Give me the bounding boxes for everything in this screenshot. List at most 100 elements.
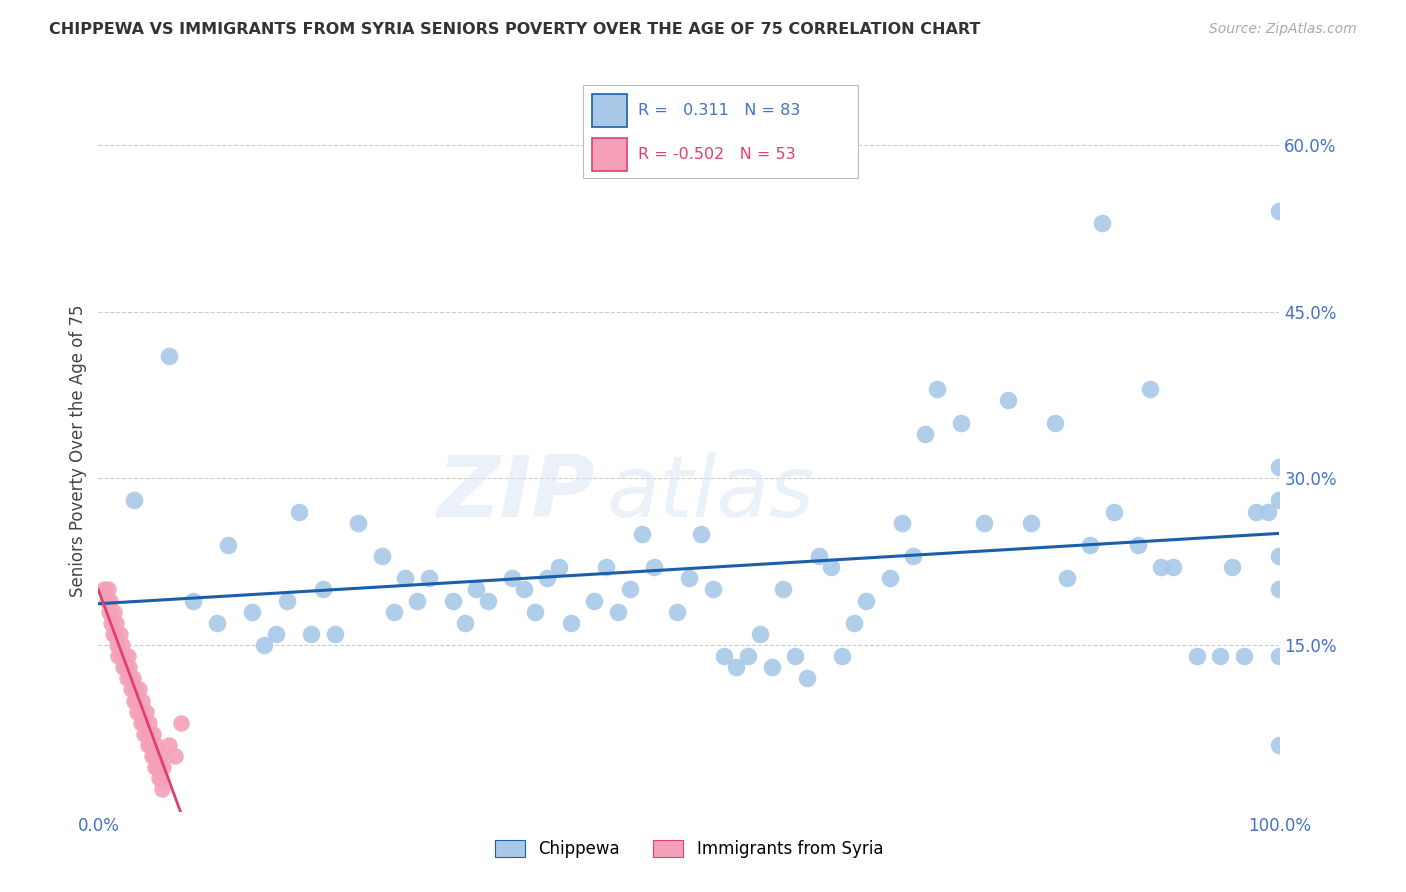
Text: Source: ZipAtlas.com: Source: ZipAtlas.com [1209, 22, 1357, 37]
Point [406, 593, 429, 607]
Point [1268, 582, 1291, 597]
Point [997, 393, 1019, 408]
Point [371, 549, 394, 563]
Point [112, 660, 135, 674]
Point [104, 627, 127, 641]
Point [512, 582, 534, 597]
Point [1102, 505, 1125, 519]
Point [702, 582, 724, 597]
Point [121, 682, 143, 697]
Point [903, 549, 925, 563]
Point [418, 571, 440, 585]
Point [1268, 738, 1291, 752]
Point [132, 715, 155, 730]
Point [501, 571, 523, 585]
Point [879, 571, 901, 585]
Point [925, 382, 948, 396]
Point [973, 516, 995, 530]
Point [105, 615, 128, 630]
Point [134, 727, 156, 741]
Point [441, 593, 464, 607]
Point [890, 516, 912, 530]
Point [831, 649, 853, 664]
Point [1080, 538, 1102, 552]
Point [131, 693, 153, 707]
Point [110, 649, 132, 664]
Point [630, 526, 652, 541]
Point [312, 582, 335, 597]
Text: R = -0.502   N = 53: R = -0.502 N = 53 [638, 146, 796, 161]
Point [138, 715, 160, 730]
Point [1209, 649, 1232, 664]
Point [914, 426, 936, 441]
Point [170, 715, 193, 730]
Point [100, 615, 122, 630]
Point [1257, 505, 1279, 519]
Point [146, 760, 169, 774]
Point [1220, 560, 1243, 574]
Point [145, 738, 167, 752]
Point [524, 605, 547, 619]
Text: R =   0.311   N = 83: R = 0.311 N = 83 [638, 103, 800, 119]
Point [772, 582, 794, 597]
Point [108, 627, 131, 641]
FancyBboxPatch shape [592, 95, 627, 127]
Point [394, 571, 416, 585]
Point [689, 526, 711, 541]
Point [748, 627, 770, 641]
Point [142, 749, 165, 764]
Point [136, 738, 159, 752]
Point [713, 649, 735, 664]
Point [98, 593, 121, 607]
Point [101, 627, 124, 641]
Legend: Chippewa, Immigrants from Syria: Chippewa, Immigrants from Syria [488, 833, 890, 865]
Point [725, 660, 748, 674]
Point [737, 649, 759, 664]
Point [607, 605, 630, 619]
Point [157, 349, 180, 363]
Point [323, 627, 346, 641]
Point [97, 582, 120, 597]
Point [142, 727, 165, 741]
Point [1126, 538, 1149, 552]
Point [264, 627, 287, 641]
Point [122, 693, 145, 707]
Point [1244, 505, 1267, 519]
Point [1268, 204, 1291, 219]
FancyBboxPatch shape [592, 138, 627, 171]
Point [560, 615, 582, 630]
Point [125, 693, 148, 707]
Point [112, 649, 135, 664]
Point [761, 660, 783, 674]
Point [536, 571, 558, 585]
Point [149, 749, 172, 764]
Point [120, 671, 142, 685]
Y-axis label: Seniors Poverty Over the Age of 75: Seniors Poverty Over the Age of 75 [69, 304, 87, 597]
Point [128, 682, 150, 697]
Point [1268, 493, 1291, 508]
Point [347, 516, 370, 530]
Point [949, 416, 972, 430]
Point [1056, 571, 1078, 585]
Point [465, 582, 488, 597]
Point [150, 772, 173, 786]
Text: atlas: atlas [606, 452, 814, 535]
Point [1268, 649, 1291, 664]
Point [382, 605, 405, 619]
Point [165, 749, 187, 764]
Point [1139, 382, 1161, 396]
Point [157, 738, 180, 752]
Point [217, 538, 239, 552]
Point [135, 727, 157, 741]
Point [96, 593, 118, 607]
Point [115, 671, 138, 685]
Text: CHIPPEWA VS IMMIGRANTS FROM SYRIA SENIORS POVERTY OVER THE AGE OF 75 CORRELATION: CHIPPEWA VS IMMIGRANTS FROM SYRIA SENIOR… [49, 22, 980, 37]
Text: ZIP: ZIP [437, 452, 595, 535]
Point [1268, 549, 1291, 563]
Point [595, 560, 617, 574]
Point [666, 605, 689, 619]
Point [127, 705, 149, 719]
Point [121, 671, 143, 685]
Point [855, 593, 877, 607]
Point [1185, 649, 1208, 664]
